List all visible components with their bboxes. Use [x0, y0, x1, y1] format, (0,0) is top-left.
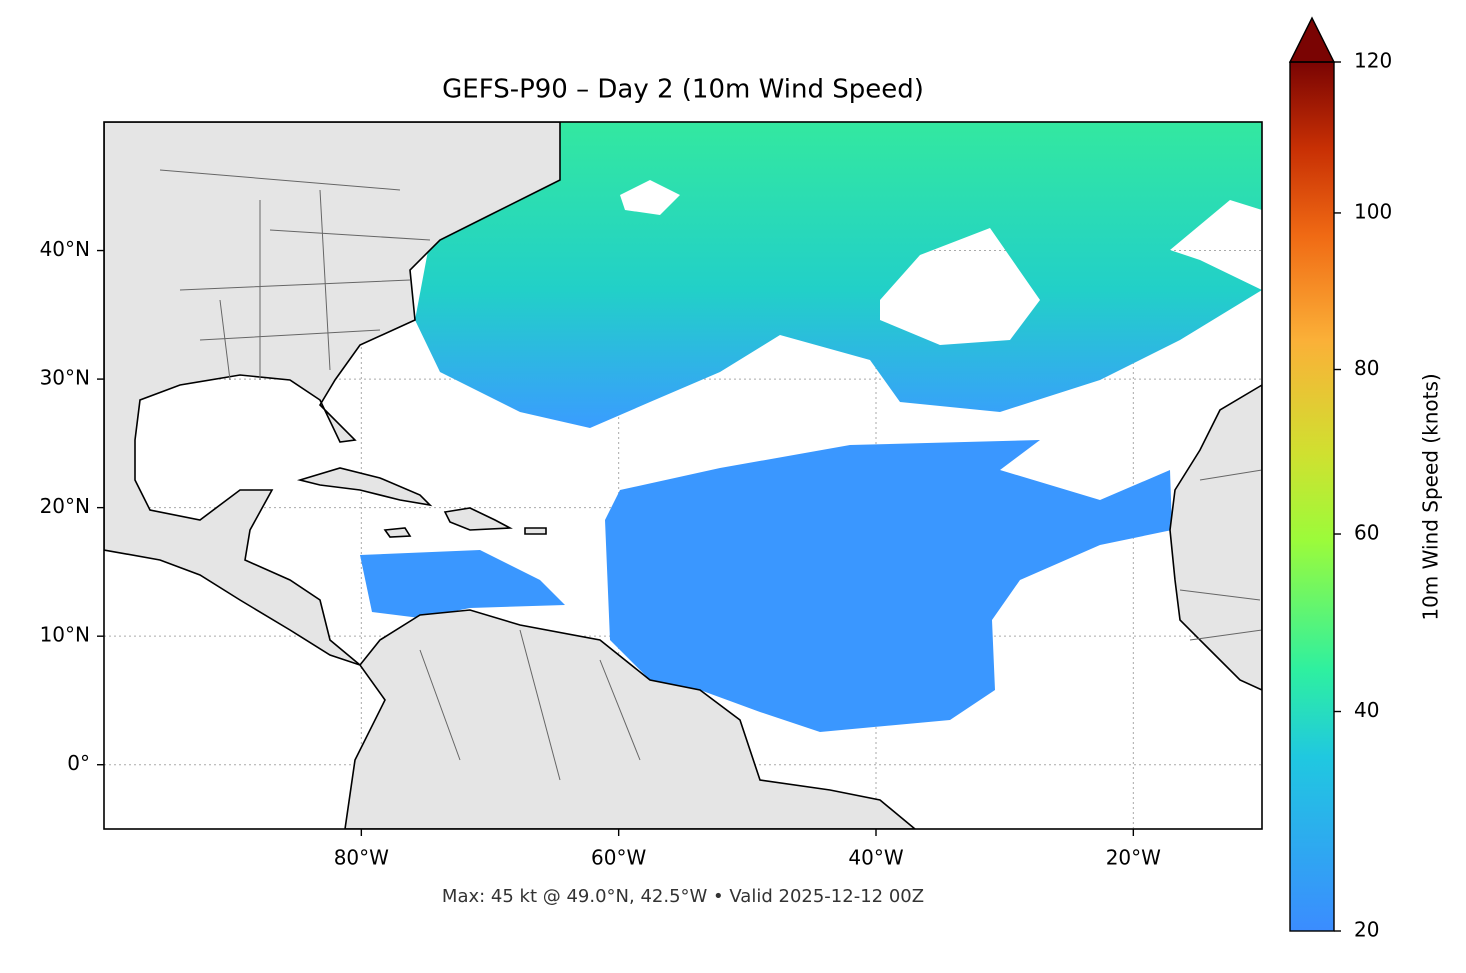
map-title: GEFS-P90 – Day 2 (10m Wind Speed): [442, 75, 924, 105]
lat-tick-label: 10°N: [40, 623, 90, 647]
map-frame: [103, 121, 1263, 830]
wind-field-caribbean: [360, 550, 565, 618]
colorbar-tick-label: 60: [1354, 521, 1379, 545]
colorbar-tick-label: 80: [1354, 356, 1379, 380]
jamaica: [383, 527, 412, 538]
cuba: [296, 467, 433, 507]
lon-tick-label: 60°W: [591, 846, 646, 870]
footer: Max: 45 kt @ 49.0°N, 42.5°W • Valid 2025…: [442, 886, 924, 907]
map-area: [104, 122, 1262, 829]
lon-tick-label: 80°W: [334, 846, 389, 870]
lon-tick-label: 20°W: [1106, 846, 1161, 870]
puerto-rico: [524, 527, 547, 535]
colorbar-tick-label: 20: [1354, 918, 1379, 942]
state-borders: [159, 169, 1262, 781]
africa: [1169, 384, 1262, 691]
lon-tick-label: 40°W: [848, 846, 903, 870]
wind-field-north: [415, 122, 1262, 428]
colorbar-label: 10m Wind Speed (knots): [1419, 373, 1443, 620]
hispaniola: [443, 507, 513, 531]
colorbar-extend: [1288, 16, 1336, 63]
colorbar-tick-label: 120: [1354, 49, 1392, 73]
lat-tick-label: 40°N: [40, 237, 90, 261]
colorbar-tick-label: 40: [1354, 698, 1379, 722]
lat-tick-label: 0°: [67, 751, 90, 775]
colorbar: [1290, 62, 1334, 931]
lat-tick-label: 20°N: [40, 494, 90, 518]
colorbar-tick-label: 100: [1354, 199, 1392, 223]
colorbar-frame: [1289, 61, 1335, 932]
americas: [104, 122, 917, 829]
lat-tick-label: 30°N: [40, 366, 90, 390]
wind-field-south: [605, 440, 1172, 732]
